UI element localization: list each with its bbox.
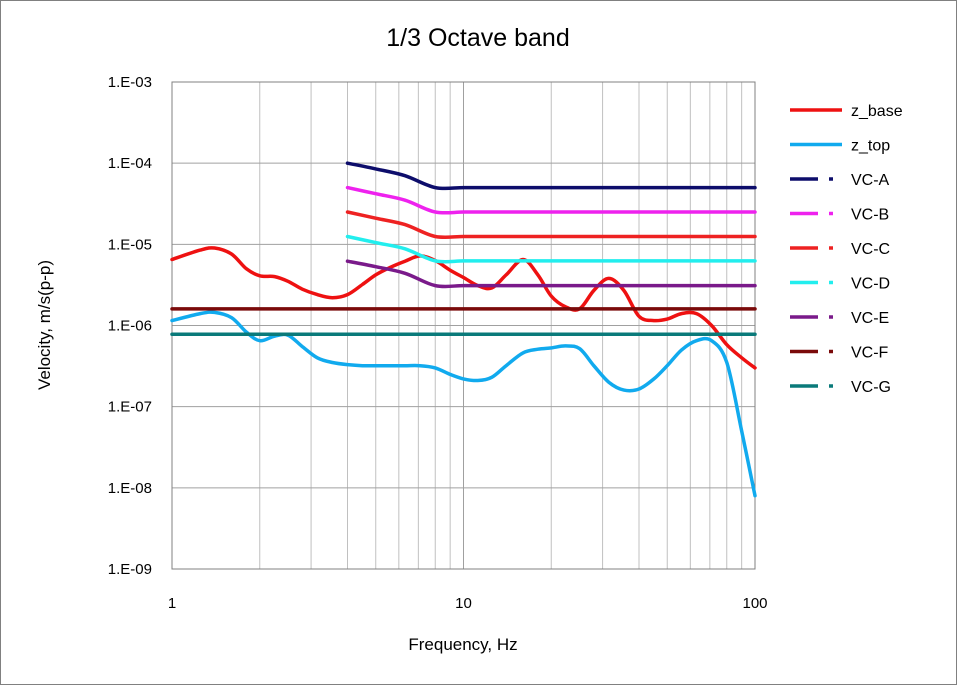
series-line-vc-b (345, 185, 757, 215)
series-line-vc-e (345, 259, 757, 289)
grid (172, 82, 755, 569)
y-tick-label: 1.E-06 (108, 318, 152, 335)
legend-label-vc-b: VC-B (851, 207, 889, 224)
legend-label-vc-a: VC-A (851, 172, 890, 189)
axis-ticks: 1 10 100 1.E-03 1.E-04 1.E-05 1.E-06 1.E-07 1.E-… (108, 74, 768, 612)
x-tick-label: 100 (742, 595, 767, 612)
plot-frame (171, 81, 756, 570)
series (170, 161, 757, 498)
legend-label-vc-f: VC-F (851, 345, 889, 362)
legend-label-z-base: z_base (851, 103, 903, 120)
y-tick-label: 1.E-07 (108, 399, 152, 416)
x-axis-label: Frequency, Hz (408, 635, 517, 654)
chart-title: 1/3 Octave band (386, 24, 569, 52)
y-tick-label: 1.E-09 (108, 561, 152, 578)
series-line-z-base (170, 246, 757, 370)
y-tick-label: 1.E-05 (108, 236, 152, 253)
legend-label-z-top: z_top (851, 138, 890, 155)
y-tick-label: 1.E-08 (108, 480, 152, 497)
series-line-vc-d (345, 234, 757, 264)
y-axis-label: Velocity, m/s(p-p) (35, 260, 54, 390)
legend-label-vc-g: VC-G (851, 379, 891, 396)
x-tick-label: 10 (455, 595, 472, 612)
legend-label-vc-e: VC-E (851, 310, 889, 327)
series-line-vc-c (345, 210, 757, 240)
y-tick-label: 1.E-04 (108, 155, 152, 172)
y-tick-label: 1.E-03 (108, 74, 152, 91)
legend: z_base z_top VC-A VC-B VC-C VC-D VC-E VC-F VC-G (790, 103, 903, 396)
legend-label-vc-c: VC-C (851, 241, 890, 258)
x-tick-label: 1 (168, 595, 176, 612)
series-line-vc-a (345, 161, 757, 191)
legend-label-vc-d: VC-D (851, 276, 890, 293)
